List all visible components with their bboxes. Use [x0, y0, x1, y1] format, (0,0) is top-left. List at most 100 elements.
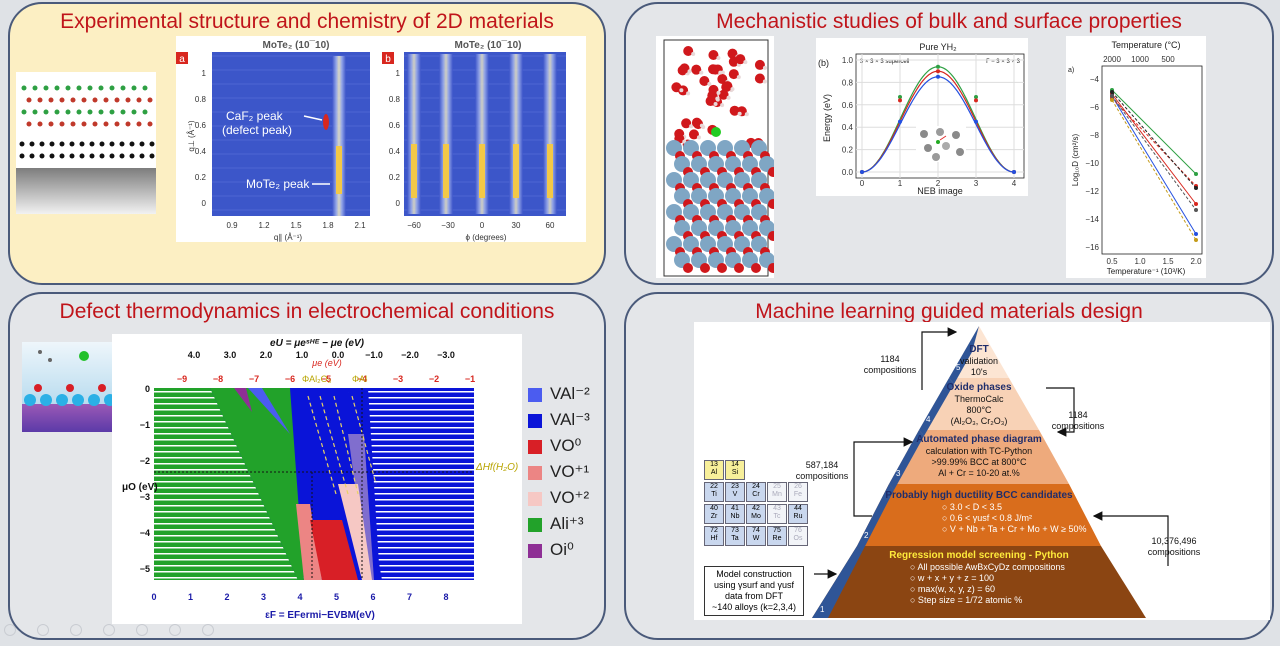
pager-button[interactable] [136, 624, 148, 636]
tier-line: >99.99% BCC at 800°C [932, 457, 1027, 467]
xrd-b-title: MoTe₂ (10¯10) [454, 39, 521, 51]
phase-top-tick: −2.0 [401, 350, 419, 360]
element-cell: 22 Ti [704, 482, 724, 502]
defect-annotation: (defect peak) [222, 123, 292, 137]
neb-point [936, 69, 940, 74]
legend-swatch [528, 465, 542, 480]
atom [103, 97, 109, 103]
neb-xtick: 0 [860, 179, 865, 188]
diffraction-band [411, 144, 417, 198]
neb-xtick: 2 [936, 179, 941, 188]
legend-label: VAl⁻² [550, 384, 590, 403]
xrd-a-xtick: 1.5 [290, 221, 302, 230]
tier-line: calculation with TC-Python [926, 446, 1032, 456]
xrd-b-xtick: 0 [480, 221, 485, 230]
atom [32, 109, 38, 115]
tier-title: Oxide phases [946, 382, 1011, 393]
phase-xtick: 8 [443, 592, 448, 602]
surface-atom [88, 394, 100, 406]
phase-top-tick: 1.0 [296, 350, 309, 360]
tier-line: 800°C [966, 405, 992, 415]
atom [21, 109, 27, 115]
phase-ylabel: μO (eV) [122, 482, 158, 493]
neb-ytick: 0.0 [842, 168, 854, 177]
atom [59, 141, 65, 147]
tier-line: ○ w + x + y + z = 100 [910, 573, 994, 583]
count-value: 10,376,496 [1151, 536, 1196, 546]
phase-mu-tick: −8 [213, 374, 223, 384]
arrh-xtick: 0.5 [1106, 257, 1118, 266]
pager-button[interactable] [103, 624, 115, 636]
diffusion-line [1111, 91, 1197, 189]
element-cell: 40 Zr [704, 504, 724, 524]
element-cell: 73 Ta [725, 526, 745, 546]
model-box-line: using γsurf and γusf [713, 580, 795, 590]
tier-line: ○ V + Nb + Ta + Cr + Mo + W ≥ 50% [942, 524, 1087, 534]
arrh-ylabel: Log₁₀D (cm²/s) [1071, 134, 1080, 187]
element-cell: 41 Nb [725, 504, 745, 524]
flow-arrow [921, 327, 958, 390]
count-value: 1184 [1068, 410, 1087, 420]
atom [98, 109, 104, 115]
element-cell: 25 Mn [767, 482, 787, 502]
tier-line: 10's [971, 367, 988, 377]
atom [136, 121, 142, 127]
neb-ytick: 0.2 [842, 146, 854, 155]
model-box-line: data from DFT [724, 591, 783, 601]
phase-mu-tick: −7 [249, 374, 259, 384]
ml-pyramid-figure: DFT validation 10's 5 Oxide phases ThermoCalc… [694, 322, 1270, 620]
phase-xtick: 0 [151, 592, 156, 602]
legend-swatch [528, 439, 542, 454]
element-cell: 76 Os [788, 526, 808, 546]
neb-point [974, 119, 978, 124]
xrd-a-ytick: 0.4 [195, 147, 207, 156]
pager-button[interactable] [4, 624, 16, 636]
atom [89, 141, 95, 147]
phase-ytick: −1 [140, 420, 150, 430]
phase-top-axis-title: eU = μeˢᴴᴱ − μe (eV) [270, 338, 365, 349]
atom [109, 109, 115, 115]
pager-button[interactable] [37, 624, 49, 636]
atom [125, 121, 131, 127]
atom [92, 121, 98, 127]
phi-al2o3-label: ΦAl₂O₃ [302, 374, 332, 384]
pager-button[interactable] [202, 624, 214, 636]
legend-swatch [528, 387, 542, 402]
atom [139, 153, 145, 159]
legend-swatch [528, 517, 542, 532]
legend-label: VO⁺² [550, 488, 590, 507]
panel-title: Experimental structure and chemistry of … [60, 10, 554, 33]
atom [131, 109, 137, 115]
element-cell: 23 V [725, 482, 745, 502]
defect-phase-diagram: eU = μeˢᴴᴱ − μe (eV) 4.0 3.0 2.0 1.0 0.0 −1.0… [112, 334, 522, 624]
element-cell: 24 Cr [746, 482, 766, 502]
phase-diagram-svg: eU = μeˢᴴᴱ − μe (eV) 4.0 3.0 2.0 1.0 0.0 −1.0… [122, 338, 475, 621]
tier-number: 3 [896, 469, 901, 478]
atom [48, 121, 54, 127]
pager-button[interactable] [169, 624, 181, 636]
xrd-a-ytick: 0.8 [195, 95, 207, 104]
xrd-b-ytick: 1 [396, 69, 401, 78]
xrd-a-xtick: 0.9 [226, 221, 238, 230]
legend-item: VAl⁻³ [528, 410, 590, 430]
neb-ytick: 0.4 [842, 123, 854, 132]
atom [19, 141, 25, 147]
phase-ytick: 0 [145, 384, 150, 394]
arrh-top-tick: 2000 [1103, 55, 1121, 64]
diffraction-band [513, 144, 519, 198]
tier-number: 2 [864, 531, 869, 540]
atom [92, 97, 98, 103]
atom [131, 85, 137, 91]
atom [54, 109, 60, 115]
phase-mu-tick: −2 [429, 374, 439, 384]
legend-item: VO⁺² [528, 488, 589, 508]
tier-line: ThermoCalc [954, 394, 1004, 404]
tier-line: ○ 0.6 < γusf < 0.8 J/m² [942, 513, 1032, 523]
phase-xtick: 3 [261, 592, 266, 602]
diffraction-band [479, 144, 485, 198]
xrd-a-xtick: 1.2 [258, 221, 270, 230]
element-cell: 72 Hf [704, 526, 724, 546]
atom [81, 121, 87, 127]
pager-button[interactable] [70, 624, 82, 636]
